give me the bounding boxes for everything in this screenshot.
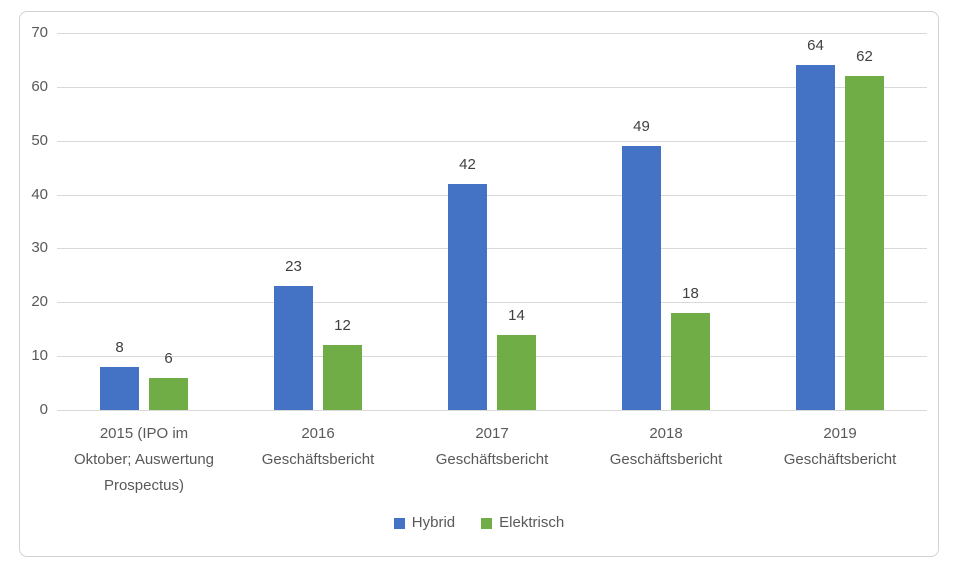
data-label-elektrisch: 18 (682, 285, 699, 303)
gridline-y-60 (57, 86, 927, 88)
legend-label: Elektrisch (499, 514, 565, 531)
data-label-elektrisch: 12 (334, 317, 351, 335)
y-tick-label: 30 (31, 239, 48, 257)
bar-hybrid (448, 183, 487, 410)
gridline-y-70 (57, 33, 927, 34)
data-label-hybrid: 8 (115, 338, 124, 356)
gridline-y-0 (57, 410, 927, 411)
data-label-elektrisch: 62 (856, 48, 873, 66)
data-label-elektrisch: 6 (164, 349, 173, 367)
gridline-y-40 (57, 194, 927, 196)
gridline-y-50 (57, 140, 927, 142)
bar-hybrid (622, 146, 661, 410)
gridline-y-30 (57, 248, 927, 250)
data-label-hybrid: 23 (285, 258, 302, 276)
bar-elektrisch (149, 377, 188, 410)
bar-elektrisch (845, 76, 884, 410)
chart-frame: 8 6 23 12 42 14 49 18 64 62 0 10 20 30 40 50 60 70 2015 (… (19, 11, 939, 557)
legend-item-elektrisch: Elektrisch (481, 514, 564, 532)
legend-swatch-elektrisch-icon (481, 517, 493, 529)
data-label-hybrid: 49 (633, 118, 650, 136)
y-tick-label: 40 (31, 185, 48, 203)
bar-hybrid (796, 65, 835, 410)
x-category-label: 2019 Geschäftsbericht (783, 425, 897, 468)
gridlines-layer (20, 12, 938, 556)
bar-elektrisch (323, 345, 362, 410)
bar-elektrisch (497, 334, 536, 410)
y-tick-label: 70 (31, 24, 48, 41)
x-category-label: 2016 Geschäftsbericht (261, 425, 375, 468)
x-category-label: 2015 (IPO im Oktober; Auswertung Prospec… (73, 425, 215, 494)
data-label-hybrid: 64 (807, 37, 824, 55)
plot-area: 8 6 23 12 42 14 49 18 64 62 (20, 12, 938, 556)
y-tick-label: 0 (39, 401, 48, 418)
data-label-elektrisch: 14 (508, 306, 525, 324)
y-tick-label: 60 (31, 77, 48, 95)
bar-hybrid (274, 286, 313, 410)
axis-labels-layer: 0 10 20 30 40 50 60 70 2015 (IPO im Oktober; Aus… (20, 12, 938, 556)
legend: Hybrid Elektrisch (20, 514, 938, 532)
gridline-y-10 (57, 356, 927, 358)
x-category-label: 2018 Geschäftsbericht (609, 425, 723, 468)
data-label-hybrid: 42 (459, 155, 476, 173)
bar-elektrisch (671, 313, 710, 410)
y-tick-label: 10 (31, 347, 48, 365)
y-tick-label: 50 (31, 131, 48, 149)
legend-item-hybrid: Hybrid (393, 514, 456, 532)
x-category-label: 2017 Geschäftsbericht (435, 425, 549, 468)
legend-swatch-hybrid-icon (393, 517, 405, 529)
gridline-y-20 (57, 302, 927, 304)
bar-hybrid (100, 366, 139, 410)
legend-label: Hybrid (411, 514, 456, 531)
y-tick-label: 20 (31, 293, 48, 311)
